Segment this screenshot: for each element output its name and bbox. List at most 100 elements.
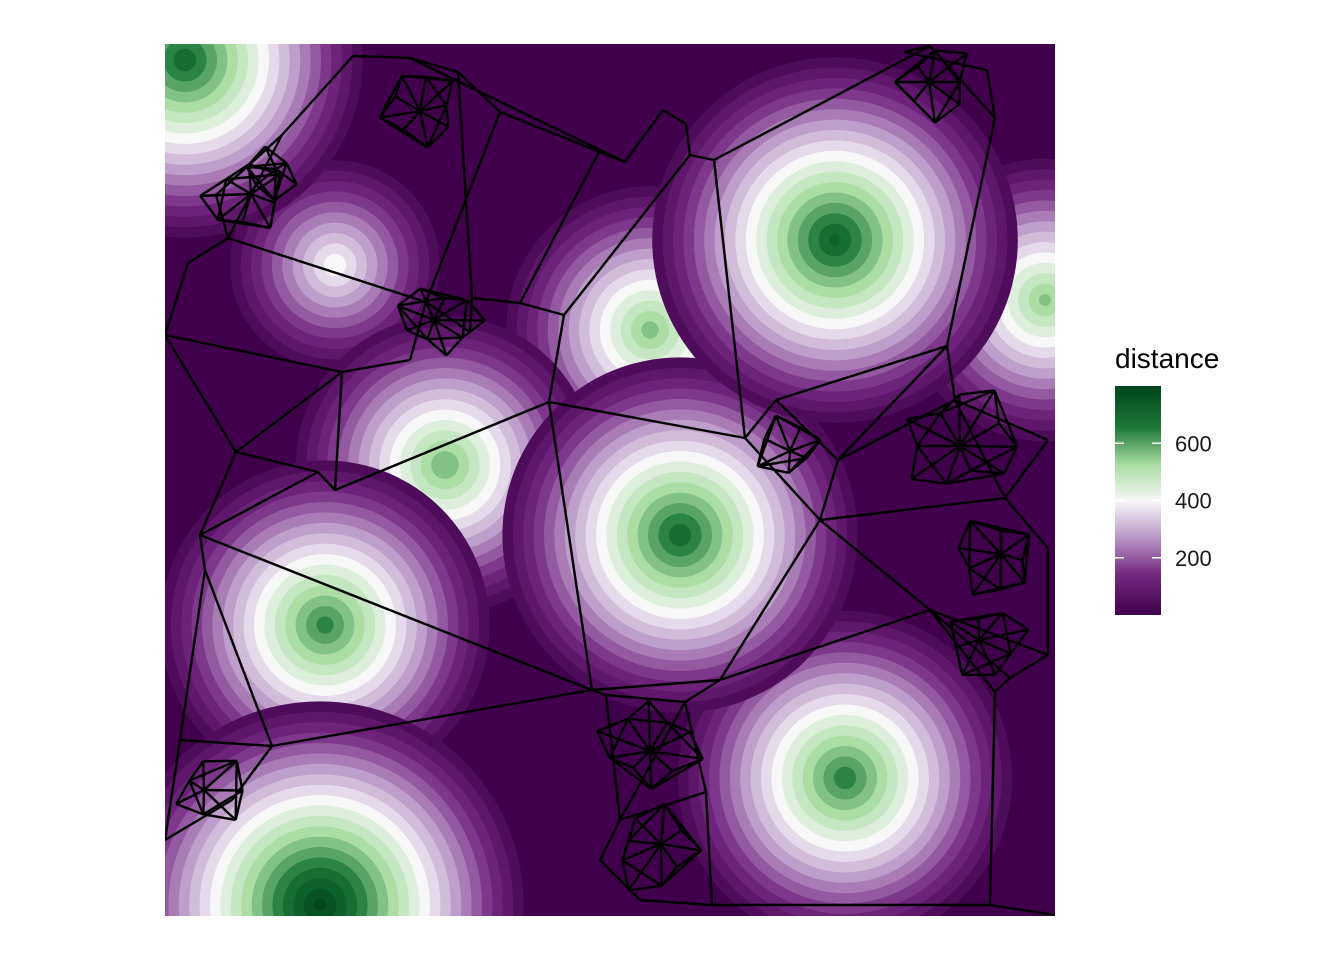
mesh-edge [406,329,428,341]
mesh-edge [647,701,652,752]
mesh-edge [660,865,678,887]
mesh-edge [241,193,253,223]
mesh-edge [934,103,961,124]
mesh-edge [234,760,238,820]
mesh-edge [199,195,219,221]
mesh-edge [757,465,789,475]
mesh-edge [202,761,206,791]
legend-ticks: 200 400 600 [1115,431,1212,571]
mesh-edge [409,56,459,74]
mesh-edge [744,399,777,439]
mesh-edge [744,437,821,521]
mesh-edge [621,860,630,891]
mesh-edge [719,608,931,682]
mesh-edge [426,319,436,340]
mesh-edge [547,401,594,691]
mesh-edge [227,236,427,304]
legend: distance 200 400 600 [1115,343,1219,615]
mesh-edge [397,304,435,322]
mesh-edge [188,779,205,792]
mesh-edge [994,677,1011,693]
mesh-edge [609,756,653,790]
mesh-edge [927,50,937,83]
mesh-edge [203,569,274,747]
mesh-edge [179,738,273,748]
mesh-edge [1000,552,1023,562]
field-peak-H [165,44,363,238]
legend-tick-label: 400 [1175,489,1212,514]
mesh-edge [548,400,746,440]
mesh-edge [628,839,662,846]
mesh-edge [945,345,957,401]
mesh-edge [426,104,448,149]
mesh-edge [662,108,687,126]
mesh-edge [199,533,593,692]
mesh-edge [959,444,1018,448]
mesh-edge [928,52,968,83]
plot-panel [165,44,1055,916]
mesh-edge [1003,446,1019,474]
mesh-edge [970,469,1005,475]
mesh-edge [945,445,962,485]
mesh-edge [203,759,238,791]
mesh-edge [906,418,961,448]
mesh-edge [763,415,778,440]
mesh-edge [165,334,238,453]
mesh-edge [799,426,822,442]
mesh-edge [188,760,205,782]
mesh-edge [408,301,428,361]
mesh-edge [989,903,1055,916]
field-ring [1039,294,1051,306]
mesh-edge [419,79,454,112]
mesh-edge [396,305,409,331]
mesh-edge [217,218,243,224]
field-ring [668,523,692,547]
mesh-edge [605,693,686,704]
mesh-edge [547,314,566,403]
mesh-edge [225,163,250,181]
mesh-edge [903,44,931,54]
mesh-edge [424,111,502,303]
mesh-edge [789,438,821,453]
mesh-edge [933,81,961,124]
mesh-edge [418,110,429,148]
mesh-edge [433,318,464,339]
mesh-edge [397,287,422,307]
mesh-edge [445,105,450,127]
mesh-edge [599,859,641,901]
mesh-edge [445,80,455,106]
mesh-edge [787,450,792,473]
mesh-edge [402,110,421,131]
mesh-edge [689,153,715,162]
mesh-edge [903,50,988,72]
mesh-edge [627,803,666,842]
mesh-edge [660,829,683,845]
mesh-edge [281,55,354,136]
mesh-edge [378,75,403,119]
mesh-edge [704,791,714,906]
mesh-edge [175,802,204,816]
mesh-edge [927,81,937,123]
mesh-edge [499,110,626,164]
mesh-edge [967,568,974,595]
mesh-edge [599,148,626,164]
field-peak-C [165,460,490,790]
mesh-edge [978,612,1004,641]
mesh-edge [954,398,1049,442]
mesh-edge [680,829,703,852]
mesh-edge [627,717,668,724]
mesh-edge [712,159,747,439]
mesh-edge [969,520,1002,555]
mesh-edge [461,319,486,339]
mesh-edge [713,44,931,162]
mesh-edge [187,236,229,265]
mesh-edge [427,336,463,341]
field-ring [173,48,197,72]
mesh-edge [910,445,961,480]
mesh-edge [666,721,691,734]
mesh-edge [624,109,664,163]
mesh-edge [763,437,791,453]
field-peak-E [677,610,1013,916]
mesh-edge [837,345,948,461]
